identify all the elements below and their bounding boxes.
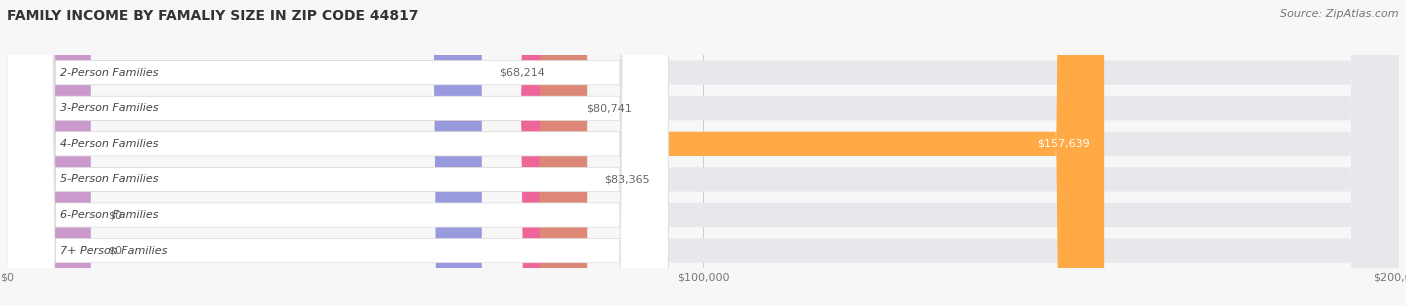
FancyBboxPatch shape (7, 0, 668, 305)
FancyBboxPatch shape (7, 0, 569, 305)
FancyBboxPatch shape (7, 0, 1399, 305)
Text: $80,741: $80,741 (586, 103, 633, 113)
Text: $0: $0 (108, 246, 122, 256)
FancyBboxPatch shape (7, 0, 668, 305)
Text: Source: ZipAtlas.com: Source: ZipAtlas.com (1281, 9, 1399, 19)
Text: 2-Person Families: 2-Person Families (60, 68, 159, 78)
FancyBboxPatch shape (7, 0, 668, 305)
Text: 5-Person Families: 5-Person Families (60, 174, 159, 185)
Text: $83,365: $83,365 (605, 174, 650, 185)
Text: 3-Person Families: 3-Person Families (60, 103, 159, 113)
FancyBboxPatch shape (7, 0, 1399, 305)
Text: FAMILY INCOME BY FAMALIY SIZE IN ZIP CODE 44817: FAMILY INCOME BY FAMALIY SIZE IN ZIP COD… (7, 9, 419, 23)
FancyBboxPatch shape (7, 0, 1399, 305)
FancyBboxPatch shape (7, 0, 1104, 305)
FancyBboxPatch shape (7, 0, 668, 305)
FancyBboxPatch shape (7, 0, 588, 305)
Text: 4-Person Families: 4-Person Families (60, 139, 159, 149)
FancyBboxPatch shape (7, 0, 90, 305)
Text: $157,639: $157,639 (1038, 139, 1090, 149)
FancyBboxPatch shape (7, 0, 1399, 305)
FancyBboxPatch shape (7, 0, 90, 305)
Text: 7+ Person Families: 7+ Person Families (60, 246, 167, 256)
Text: $68,214: $68,214 (499, 68, 546, 78)
FancyBboxPatch shape (7, 0, 668, 305)
FancyBboxPatch shape (7, 0, 1399, 305)
Text: $0: $0 (108, 210, 122, 220)
FancyBboxPatch shape (7, 0, 668, 305)
FancyBboxPatch shape (7, 0, 482, 305)
FancyBboxPatch shape (7, 0, 1399, 305)
Text: 6-Person Families: 6-Person Families (60, 210, 159, 220)
